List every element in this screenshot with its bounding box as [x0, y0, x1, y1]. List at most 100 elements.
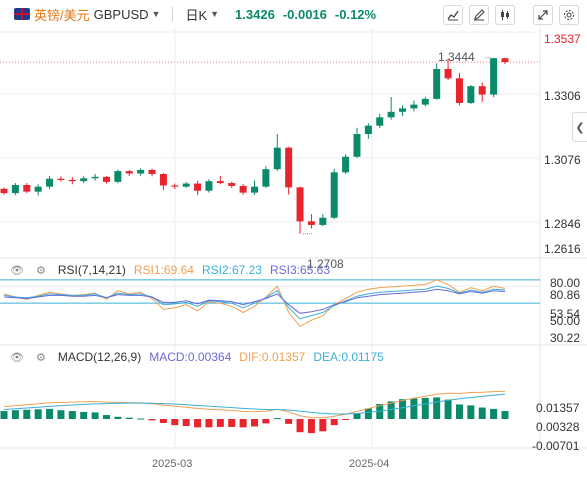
- candle-body: [444, 68, 452, 79]
- candle-body: [11, 184, 19, 194]
- macd-bar: [296, 419, 304, 433]
- macd-bar: [182, 419, 190, 427]
- pair-name[interactable]: 英镑/美元: [34, 7, 90, 23]
- candle-body: [353, 134, 361, 157]
- rsi-tick-2: 80.86: [550, 288, 581, 302]
- candle-body: [399, 108, 407, 112]
- current-price-tag: 1.3537: [544, 32, 581, 46]
- macd-bar: [421, 397, 429, 419]
- candle-body: [410, 104, 418, 109]
- macd-bar: [262, 419, 270, 424]
- candle-body: [23, 184, 31, 192]
- candle-body: [387, 111, 395, 118]
- macd-bar: [228, 419, 236, 427]
- candle-body: [182, 183, 190, 187]
- candle-body: [114, 171, 122, 182]
- indicator-icon[interactable]: [443, 5, 463, 25]
- macd-tick-1: 0.01357: [536, 401, 580, 415]
- candle-body: [319, 217, 327, 225]
- dea-value: DEA:0.01175: [313, 350, 384, 364]
- uk-flag-icon: [14, 8, 30, 20]
- rsi-tick-3: 53.54: [550, 307, 581, 321]
- macd-bar: [251, 419, 258, 427]
- macd-bar: [273, 418, 281, 420]
- eye-icon[interactable]: 👁: [10, 264, 24, 277]
- rsi3-value: RSI3:65.63: [269, 263, 331, 277]
- candle-body: [0, 188, 8, 194]
- macd-bar: [319, 419, 327, 432]
- macd-bar: [194, 419, 202, 428]
- macd-bar: [330, 419, 338, 426]
- macd-bar: [114, 416, 122, 419]
- macd-bar: [285, 419, 293, 424]
- candle-body: [68, 179, 76, 182]
- candle-body: [330, 172, 338, 218]
- macd-value: MACD:0.00364: [149, 350, 232, 364]
- candle-body: [273, 147, 281, 170]
- symbol-dropdown-icon[interactable]: ▼: [151, 9, 161, 19]
- macd-bar: [444, 399, 452, 419]
- macd-tick-2: 0.00328: [536, 420, 580, 434]
- gear-icon[interactable]: ⚙: [35, 351, 46, 364]
- macd-bar: [353, 413, 361, 419]
- rsi-tick-1: 80.00: [550, 276, 581, 290]
- interval-dropdown-icon[interactable]: ▼: [210, 9, 220, 19]
- macd-bar: [125, 417, 133, 419]
- dea-line: [3, 393, 506, 415]
- candle-body: [478, 86, 486, 95]
- rsi2-line: [3, 285, 506, 320]
- high-marker: 1.3444: [438, 50, 475, 64]
- macd-bar: [171, 419, 179, 426]
- price-tick-2: 1.3306: [544, 89, 581, 103]
- settings-icon[interactable]: [559, 5, 579, 25]
- interval-selector[interactable]: 日K: [185, 7, 208, 23]
- macd-bar: [467, 405, 475, 419]
- date-label-april: 2025-04: [349, 458, 390, 470]
- macd-bar: [91, 412, 99, 419]
- candle-body: [501, 58, 509, 63]
- macd-bar: [148, 419, 156, 421]
- candle-body: [364, 125, 372, 135]
- macd-bar: [34, 409, 42, 419]
- low-marker: 1.2708: [307, 257, 344, 271]
- fullscreen-icon[interactable]: [533, 5, 553, 25]
- macd-bar: [46, 408, 54, 419]
- eye-icon[interactable]: 👁: [10, 351, 24, 364]
- candle-body: [194, 183, 202, 191]
- rsi-title[interactable]: RSI(7,14,21): [57, 263, 126, 277]
- macd-bar: [0, 411, 8, 419]
- candle-body: [455, 78, 463, 103]
- candle-body: [490, 58, 498, 95]
- macd-tick-3: -0.00701: [532, 439, 580, 453]
- macd-bar: [137, 418, 145, 420]
- rsi3-line: [3, 288, 506, 314]
- candle-body: [205, 181, 213, 191]
- candle-style-icon[interactable]: [495, 5, 515, 25]
- macd-bar: [216, 419, 224, 427]
- candle-body: [80, 178, 88, 182]
- header-divider: [172, 7, 174, 21]
- collapse-panel-icon[interactable]: ❮: [572, 112, 587, 142]
- rsi1-line: [3, 279, 506, 328]
- candle-body: [296, 187, 304, 222]
- candle-body: [467, 86, 475, 103]
- symbol-label[interactable]: GBPUSD: [93, 6, 149, 22]
- macd-bar: [11, 410, 19, 419]
- dif-line: [3, 390, 506, 419]
- kline-chart[interactable]: [0, 28, 587, 477]
- candle-body: [102, 176, 110, 182]
- gear-icon[interactable]: ⚙: [35, 264, 46, 277]
- macd-bar: [239, 419, 247, 428]
- price-tick-4: 1.2846: [544, 217, 581, 231]
- price-tick-3: 1.3076: [544, 153, 581, 167]
- macd-bar: [342, 419, 350, 420]
- rsi-tick-5: 30.22: [550, 331, 581, 345]
- macd-bar: [205, 419, 213, 428]
- macd-title[interactable]: MACD(12,26,9): [57, 350, 142, 364]
- candle-body: [376, 117, 384, 126]
- candle-body: [57, 178, 65, 180]
- draw-icon[interactable]: [469, 5, 489, 25]
- macd-bar: [387, 401, 395, 419]
- macd-bar: [364, 408, 372, 419]
- macd-bar: [57, 410, 65, 419]
